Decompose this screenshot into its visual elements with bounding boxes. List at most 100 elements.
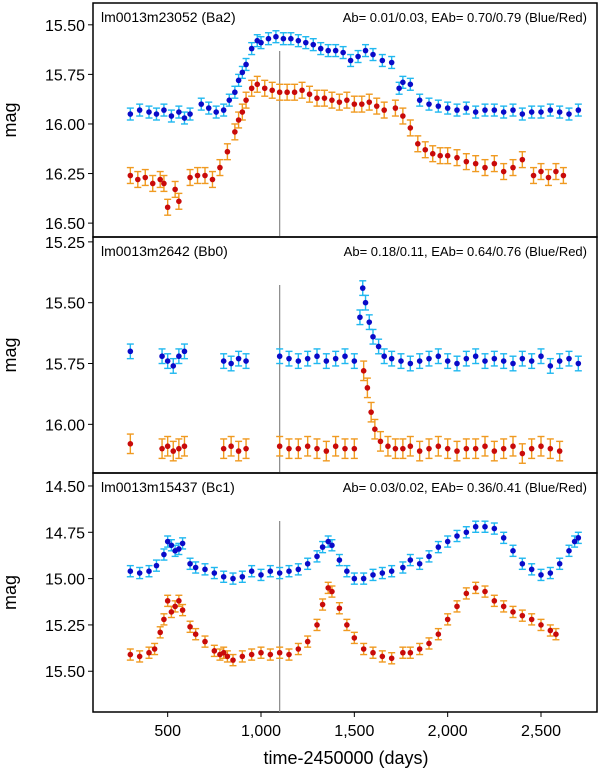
data-point (571, 538, 578, 545)
data-point (220, 445, 227, 452)
data-point (329, 97, 335, 103)
data-point (295, 646, 302, 652)
data-point (235, 117, 242, 123)
data-point (314, 622, 320, 628)
data-point (547, 363, 554, 369)
data-point (444, 445, 451, 452)
data-point (400, 79, 406, 86)
data-point (239, 653, 246, 660)
data-point (435, 631, 442, 637)
data-point (388, 355, 395, 362)
data-point (364, 385, 371, 391)
data-point (243, 358, 249, 364)
x-tick-label: 2,500 (521, 723, 561, 740)
data-point (510, 164, 516, 171)
data-point (519, 612, 526, 619)
data-point (454, 448, 460, 454)
data-point (248, 568, 255, 574)
data-point (344, 568, 350, 574)
data-point (248, 45, 255, 52)
data-point (192, 631, 199, 637)
data-point (510, 360, 516, 367)
data-point (220, 649, 227, 656)
data-point (295, 37, 302, 44)
data-point (323, 448, 330, 454)
data-point (400, 445, 406, 452)
data-point (381, 353, 388, 360)
series-blue (126, 30, 582, 125)
data-point (556, 109, 563, 115)
data-point (342, 353, 348, 360)
data-point (547, 570, 554, 576)
data-point (295, 445, 302, 452)
data-point (500, 109, 507, 115)
data-point (454, 154, 460, 161)
data-point (314, 95, 320, 101)
data-point (407, 649, 414, 656)
data-point (528, 109, 535, 115)
data-point (304, 560, 311, 567)
data-point (510, 107, 516, 113)
data-point (454, 360, 460, 367)
data-point (325, 585, 332, 591)
data-point (351, 445, 358, 452)
data-point (164, 204, 171, 211)
data-point (248, 85, 255, 92)
data-point (230, 657, 236, 663)
data-point (415, 140, 421, 147)
data-point (243, 445, 249, 452)
data-point (168, 113, 175, 119)
data-point (164, 598, 171, 604)
data-point (351, 101, 358, 107)
data-point (228, 360, 234, 367)
data-point (276, 353, 283, 360)
data-point (407, 443, 414, 450)
data-point (248, 651, 255, 658)
data-point (176, 445, 182, 452)
data-point (370, 333, 376, 340)
data-point (232, 89, 238, 96)
data-point (284, 89, 290, 96)
data-point (360, 575, 367, 582)
data-point (325, 538, 332, 545)
data-point (127, 348, 134, 355)
data-point (370, 51, 376, 58)
data-point (388, 59, 395, 66)
data-point (553, 168, 559, 175)
data-point (342, 445, 348, 452)
data-point (176, 353, 182, 360)
y-tick-label: 16.50 (45, 216, 85, 233)
data-point (336, 605, 343, 612)
data-point (360, 646, 367, 652)
data-point (366, 99, 373, 105)
data-point (545, 174, 552, 181)
data-point (306, 91, 313, 98)
data-point (329, 588, 335, 595)
data-point (444, 105, 451, 111)
data-point (232, 129, 238, 135)
y-tick-label: 15.50 (45, 664, 85, 681)
data-point (286, 445, 292, 452)
data-point (153, 562, 160, 569)
data-point (407, 557, 414, 563)
data-point (273, 33, 279, 40)
data-point (553, 631, 559, 637)
data-point (172, 186, 178, 193)
panel-stats: Ab= 0.01/0.03, EAb= 0.70/0.79 (Blue/Red) (343, 10, 587, 25)
data-point (347, 57, 354, 64)
data-point (491, 107, 498, 113)
data-point (510, 443, 516, 450)
data-point (370, 649, 376, 656)
data-point (127, 172, 134, 179)
data-point (176, 546, 182, 552)
data-point (276, 443, 283, 450)
data-point (530, 172, 537, 179)
data-point (340, 49, 346, 56)
series-blue (126, 280, 582, 374)
y-tick-label: 16.25 (45, 167, 85, 184)
data-point (444, 152, 451, 159)
data-point (213, 109, 219, 115)
data-point (463, 355, 470, 362)
data-point (243, 97, 249, 103)
data-point (379, 653, 386, 660)
